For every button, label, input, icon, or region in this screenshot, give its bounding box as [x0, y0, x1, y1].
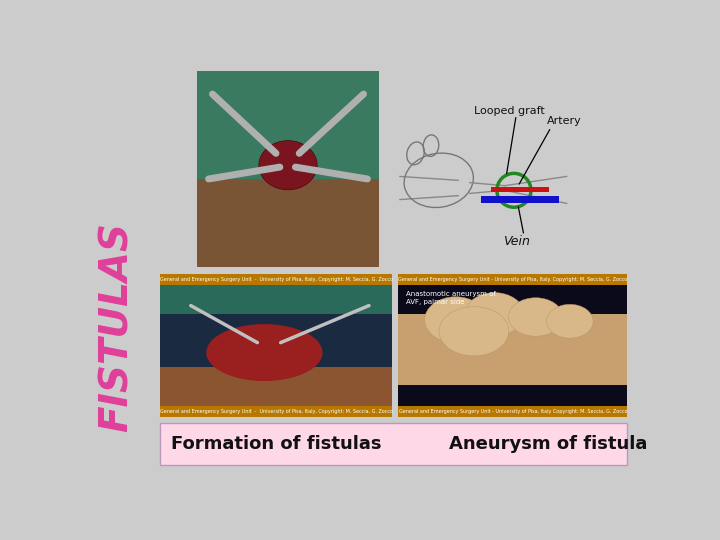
Ellipse shape — [439, 307, 509, 356]
Ellipse shape — [259, 140, 317, 190]
Bar — [197, 179, 379, 267]
Text: Aneurysm of fistula: Aneurysm of fistula — [449, 435, 648, 453]
Text: General and Emergency Surgery Unit  -  University of Pisa, Italy, Copyright: M. : General and Emergency Surgery Unit - Uni… — [160, 409, 392, 414]
Text: AVF, palmar side: AVF, palmar side — [406, 299, 464, 305]
Text: Artery: Artery — [547, 116, 582, 126]
Bar — [160, 274, 392, 417]
Text: Looped graft: Looped graft — [474, 106, 544, 116]
Bar — [398, 274, 627, 285]
Text: General and Emergency Surgery Unit - University of Pisa, Italy Copyright: M. Sec: General and Emergency Surgery Unit - Uni… — [398, 409, 627, 414]
Bar — [398, 314, 627, 388]
Ellipse shape — [546, 305, 593, 338]
Ellipse shape — [206, 324, 323, 381]
Bar — [160, 274, 392, 285]
Bar — [398, 274, 627, 417]
Text: General and Emergency Surgery Unit  -  University of Pisa, Italy, Copyright: M. : General and Emergency Surgery Unit - Uni… — [160, 277, 392, 282]
Text: Formation of fistulas: Formation of fistulas — [171, 435, 382, 453]
Ellipse shape — [508, 298, 563, 336]
Bar — [398, 386, 627, 417]
Bar — [160, 367, 392, 417]
Bar — [398, 406, 627, 417]
Bar — [396, 69, 629, 269]
Bar — [482, 197, 559, 202]
Text: FISTULAS: FISTULAS — [98, 221, 136, 431]
Bar — [160, 274, 392, 314]
Bar — [490, 187, 549, 192]
Text: Vein: Vein — [503, 235, 530, 248]
Text: Anastomotic aneurysm of: Anastomotic aneurysm of — [406, 291, 496, 297]
Ellipse shape — [465, 293, 524, 336]
Bar — [160, 406, 392, 417]
Text: General and Emergency Surgery Unit - University of Pisa, Italy. Copyright: M. Se: General and Emergency Surgery Unit - Uni… — [398, 277, 627, 282]
Bar — [160, 423, 627, 465]
Bar — [197, 71, 379, 267]
Ellipse shape — [425, 296, 487, 343]
